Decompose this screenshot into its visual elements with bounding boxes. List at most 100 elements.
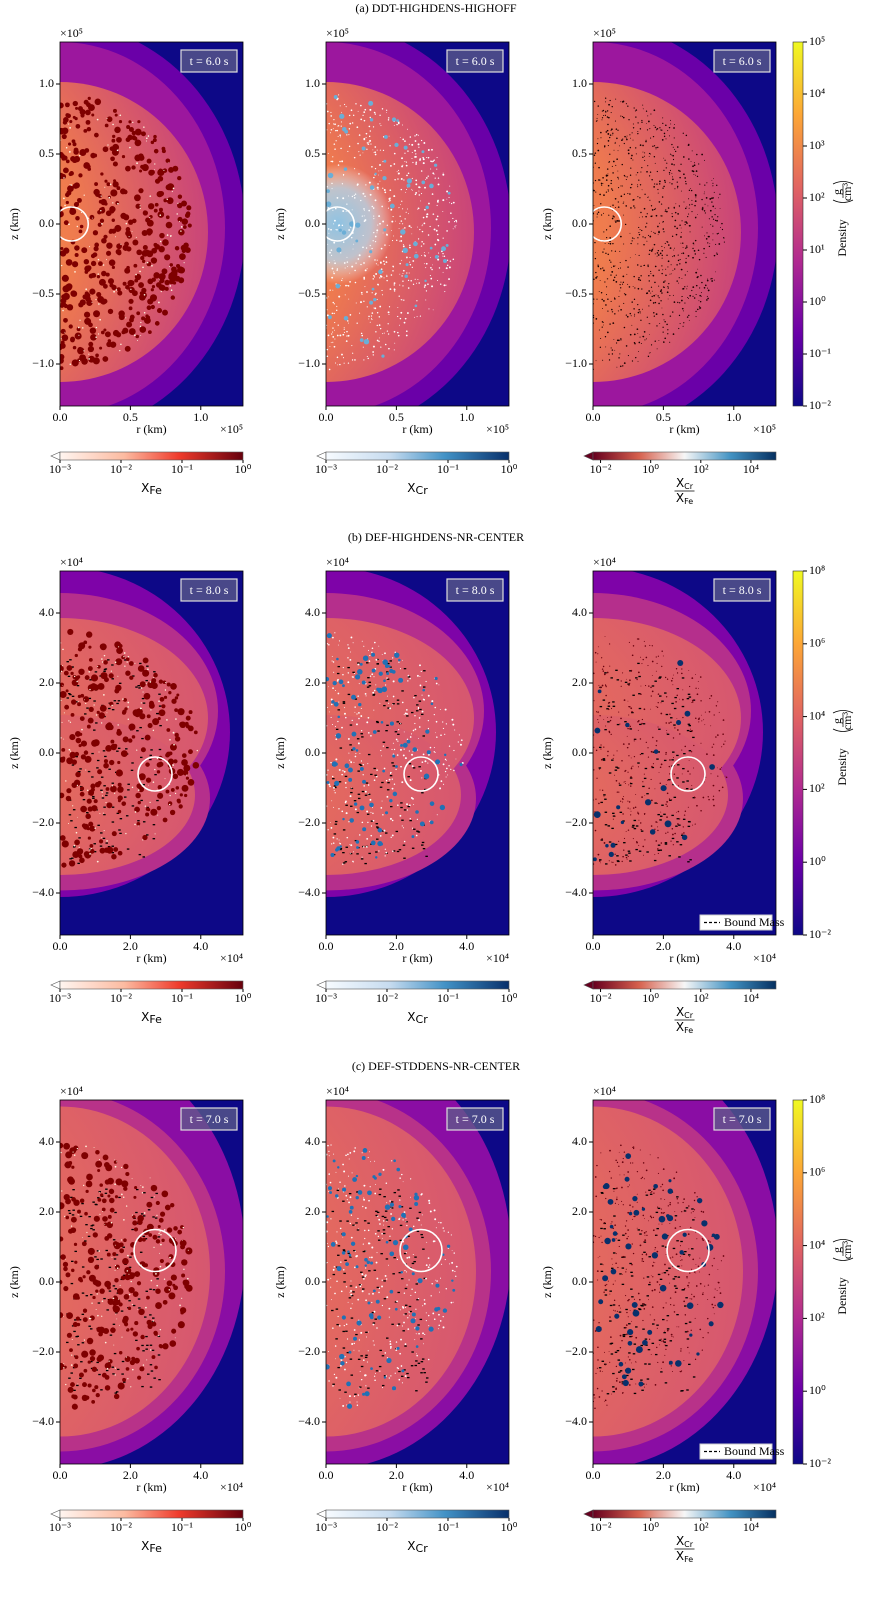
particle <box>77 1383 78 1384</box>
bound-contour <box>390 660 393 661</box>
particle <box>615 816 616 817</box>
particle <box>705 285 707 287</box>
particle <box>602 668 603 669</box>
particle <box>432 193 434 195</box>
bound-contour <box>419 1212 422 1213</box>
particle <box>384 191 386 193</box>
particle <box>335 284 340 289</box>
particle <box>335 130 336 131</box>
particle <box>61 265 62 266</box>
particle <box>661 246 662 247</box>
particle <box>412 751 413 752</box>
particle <box>336 229 337 230</box>
particle <box>653 125 654 126</box>
particle <box>157 308 162 313</box>
bound-contour <box>646 793 649 794</box>
particle <box>616 138 618 140</box>
particle <box>448 221 450 223</box>
particle <box>66 147 67 148</box>
particle <box>651 231 652 232</box>
particle <box>450 260 451 261</box>
bound-contour <box>142 1350 145 1351</box>
particle <box>659 201 661 203</box>
particle <box>66 1312 73 1319</box>
particle <box>375 856 377 858</box>
particle <box>652 661 654 663</box>
bound-contour <box>108 708 111 709</box>
particle <box>159 233 164 238</box>
bound-contour <box>343 1249 346 1250</box>
particle <box>662 123 663 124</box>
particle <box>354 802 357 805</box>
particle <box>363 139 365 141</box>
particle <box>349 146 350 147</box>
particle <box>352 122 353 123</box>
particle <box>433 309 434 310</box>
bound-contour <box>88 771 91 772</box>
particle <box>162 1343 168 1349</box>
bound-contour <box>607 721 610 722</box>
particle <box>607 133 609 135</box>
particle <box>369 301 373 305</box>
bound-contour <box>345 1331 348 1332</box>
particle <box>333 672 334 673</box>
bound-contour <box>143 1192 146 1193</box>
bound-contour <box>383 1280 386 1281</box>
particle <box>139 169 142 172</box>
density-tick-label: 10⁵ <box>809 34 825 48</box>
particle <box>415 163 417 165</box>
bound-contour <box>135 1340 138 1341</box>
particle <box>634 238 635 239</box>
particle <box>368 101 373 106</box>
particle <box>642 236 643 237</box>
bound-contour <box>658 845 661 846</box>
particle <box>403 743 408 748</box>
particle <box>403 299 404 300</box>
bound-contour <box>386 747 389 748</box>
particle <box>110 189 117 196</box>
particle <box>610 261 611 262</box>
particle <box>348 195 349 196</box>
particle <box>710 224 711 225</box>
particle <box>95 1161 102 1168</box>
particle <box>678 811 680 813</box>
particle <box>625 781 626 782</box>
particle <box>148 723 153 728</box>
particle <box>723 744 724 745</box>
particle <box>363 774 364 775</box>
particle <box>77 817 78 818</box>
particle <box>167 199 168 200</box>
particle <box>665 209 666 210</box>
particle <box>641 288 642 289</box>
particle <box>711 695 713 697</box>
particle <box>595 272 596 273</box>
particle <box>61 1190 62 1191</box>
particle <box>338 226 339 227</box>
particle <box>660 812 661 813</box>
particle <box>352 732 357 737</box>
bound-contour <box>346 1220 349 1221</box>
particle <box>704 210 705 211</box>
particle <box>408 287 410 289</box>
particle <box>424 187 426 189</box>
particle <box>180 1311 183 1314</box>
particle <box>604 145 605 146</box>
particle <box>421 245 422 246</box>
particle <box>93 230 98 235</box>
particle <box>662 250 664 252</box>
bound-contour <box>114 1212 117 1213</box>
particle <box>394 179 395 180</box>
particle <box>344 327 345 328</box>
particle <box>413 804 414 805</box>
particle <box>78 335 79 336</box>
particle <box>391 230 392 231</box>
particle <box>711 280 713 282</box>
bound-contour <box>420 1338 423 1339</box>
particle <box>628 829 629 830</box>
particle <box>386 672 389 675</box>
x-offset: ×10⁵ <box>753 422 776 436</box>
bound-contour <box>369 685 372 686</box>
bound-contour <box>395 731 398 732</box>
particle <box>424 263 425 264</box>
particle <box>342 818 344 820</box>
